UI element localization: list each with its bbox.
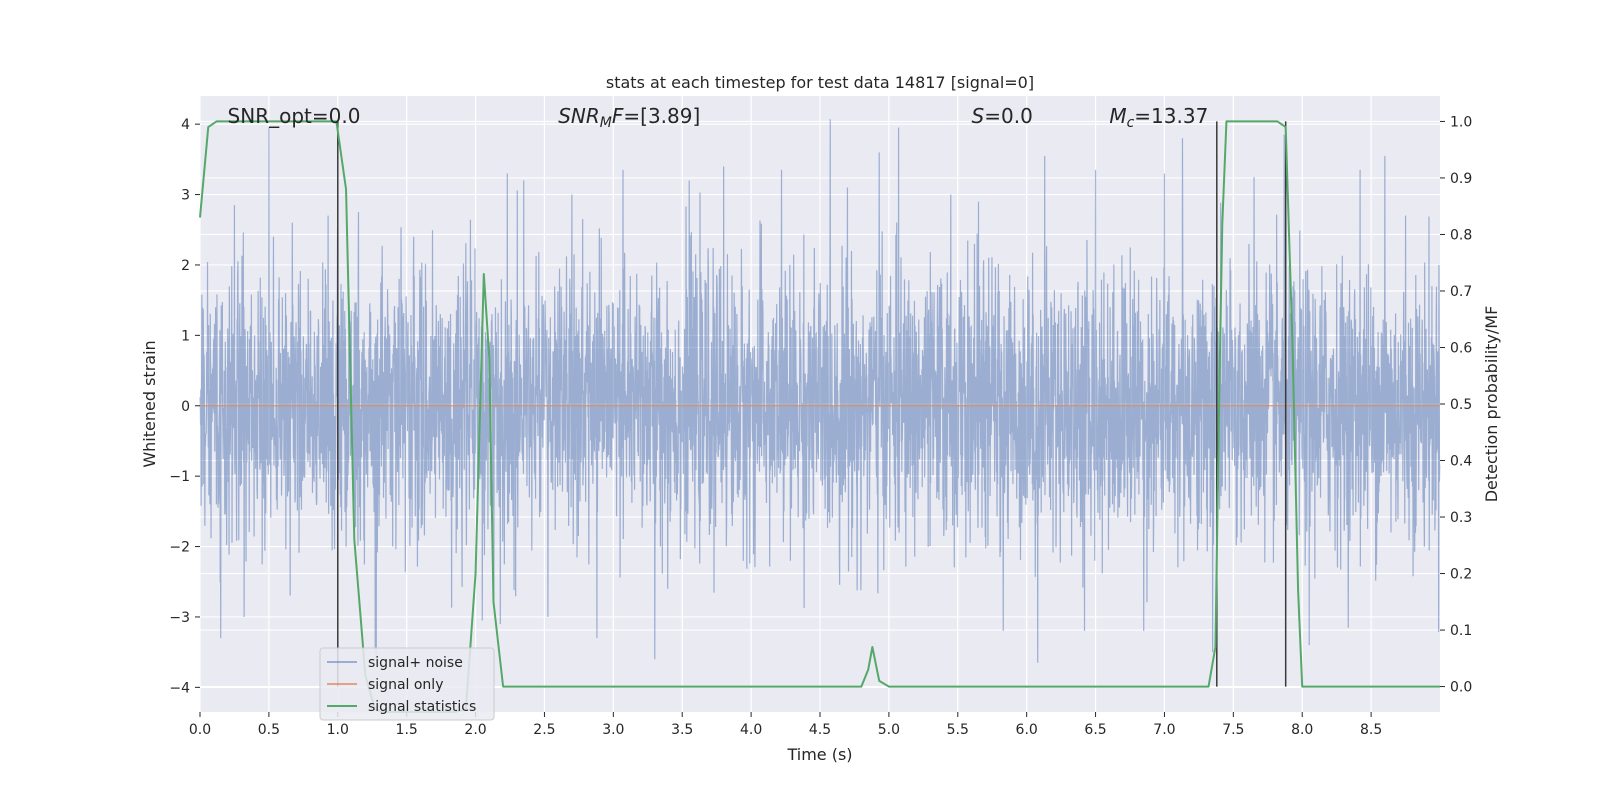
annotation-text: S=0.0: [972, 104, 1033, 128]
x-tick-label: 7.0: [1153, 722, 1175, 738]
annotation-text: Mc=13.37: [1109, 104, 1208, 131]
ticks: 0.0 0.5 1.0 1.5 2.0 2.5 3.0 3.5 4.0 4.5 5.0 5.5 6.0 6…: [169, 114, 1472, 738]
legend-label-signal: signal only: [368, 677, 443, 693]
annotations: SNR_opt=0.0 SNRMF=[3.89] S=0.0 Mc=13.37: [228, 104, 1209, 131]
x-tick-label: 4.5: [809, 722, 831, 738]
x-tick-label: 6.5: [1084, 722, 1106, 738]
y-right-tick-label: 0.0: [1450, 680, 1472, 696]
x-tick-label: 2.0: [464, 722, 486, 738]
x-tick-label: 6.0: [1016, 722, 1038, 738]
legend-frame: [319, 647, 495, 721]
x-tick-label: 4.0: [740, 722, 762, 738]
y-tick-label: −3: [169, 610, 190, 626]
noise-series: [199, 119, 1441, 663]
y-tick-label: −4: [169, 680, 190, 696]
x-tick-label: 2.5: [533, 722, 555, 738]
x-tick-label: 5.5: [947, 722, 969, 738]
x-tick-label: 1.5: [396, 722, 418, 738]
y-right-tick-label: 0.4: [1450, 454, 1472, 470]
signal-statistics-series: [199, 120, 1440, 713]
y-right-tick-label: 0.3: [1450, 510, 1472, 526]
x-axis-label: Time (s): [786, 745, 852, 764]
x-tick-label: 0.5: [258, 722, 280, 738]
x-tick-label: 0.0: [189, 722, 211, 738]
y-right-tick-label: 0.5: [1450, 397, 1472, 413]
y-axis-label-right: Detection probability/MF: [1482, 306, 1501, 503]
x-tick-label: 8.5: [1360, 722, 1382, 738]
y-tick-label: 3: [181, 188, 190, 204]
y-right-tick-label: 0.8: [1450, 227, 1472, 243]
x-tick-label: 8.0: [1291, 722, 1313, 738]
y-right-tick-label: 0.9: [1450, 171, 1472, 187]
x-tick-label: 7.5: [1222, 722, 1244, 738]
x-tick-label: 3.5: [671, 722, 693, 738]
y-right-tick-label: 1.0: [1450, 114, 1472, 130]
noise-line: [199, 119, 1441, 663]
legend: signal+ noise signal only signal statist…: [319, 647, 495, 721]
x-tick-label: 1.0: [327, 722, 349, 738]
annotation-text: SNR_opt=0.0: [228, 104, 361, 128]
y-axis-label-left: Whitened strain: [140, 340, 159, 467]
y-right-tick-label: 0.7: [1450, 284, 1472, 300]
y-tick-label: −2: [169, 540, 190, 556]
y-tick-label: 4: [181, 117, 190, 133]
legend-label-noise: signal+ noise: [368, 655, 463, 671]
signal-statistics-line: [199, 120, 1440, 713]
x-tick-label: 3.0: [602, 722, 624, 738]
y-tick-label: −1: [169, 469, 190, 485]
legend-label-stats: signal statistics: [368, 699, 476, 715]
y-tick-label: 1: [181, 328, 190, 344]
y-right-tick-label: 0.6: [1450, 340, 1472, 356]
y-right-tick-label: 0.1: [1450, 623, 1472, 639]
y-tick-label: 0: [181, 399, 190, 415]
chart-title: stats at each timestep for test data 148…: [606, 73, 1034, 92]
x-tick-label: 5.0: [878, 722, 900, 738]
annotation-text: SNRMF=[3.89]: [558, 104, 700, 131]
y-right-tick-label: 0.2: [1450, 567, 1472, 583]
y-tick-label: 2: [181, 258, 190, 274]
